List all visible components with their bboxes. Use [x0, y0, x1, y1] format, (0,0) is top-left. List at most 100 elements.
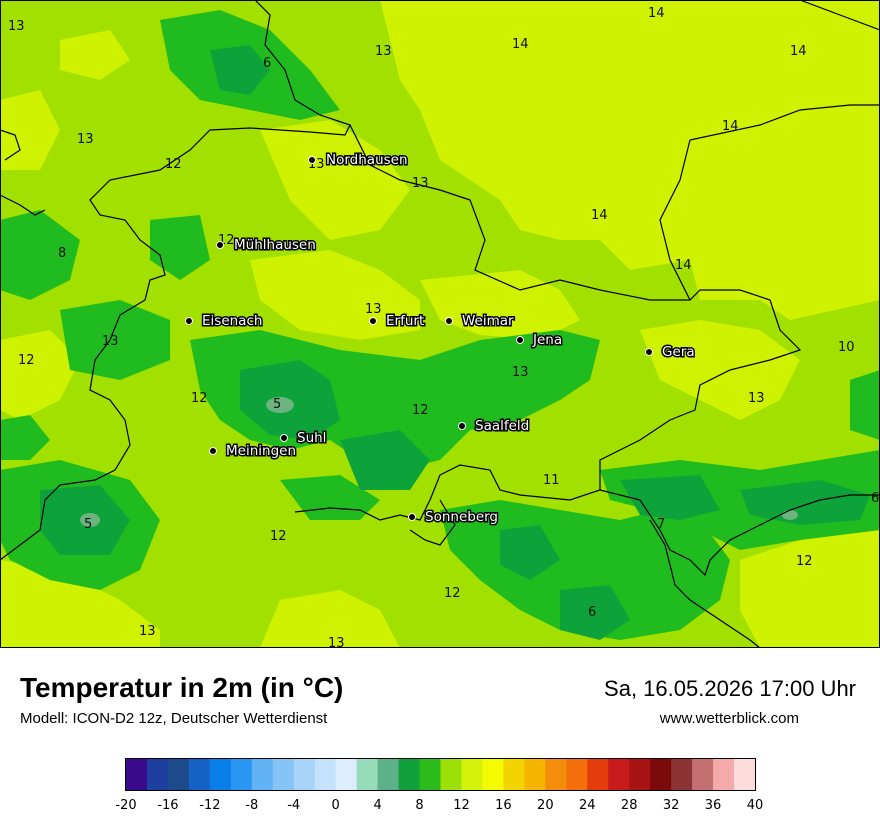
legend-color-bin — [377, 759, 399, 790]
svg-text:Eisenach: Eisenach — [202, 313, 262, 329]
legend-color-bin — [671, 759, 693, 790]
legend-tick-label: 12 — [453, 798, 470, 813]
legend-tick-label: -20 — [115, 798, 136, 813]
temp-label: 14 — [675, 258, 692, 273]
legend-tick-labels: -20 -16 -12 -8 -4 0 4 8 12 16 20 24 28 32 36 40 — [115, 798, 763, 813]
state-borders — [0, 0, 880, 648]
temp-label: 13 — [77, 132, 94, 147]
legend-tick-label: 20 — [537, 798, 554, 813]
temperature-labels: 13 6 13 14 14 14 13 12 13 14 14 12 8 14 … — [8, 6, 879, 648]
city-erfurt: Erfurt — [369, 312, 426, 331]
temp-label: 13 — [139, 624, 156, 639]
city-weimar: Weimar — [445, 312, 516, 331]
legend-color-bin — [251, 759, 274, 790]
temp-label: 13 — [365, 302, 382, 317]
temperature-map: 13 6 13 14 14 14 13 12 13 14 14 12 8 14 … — [0, 0, 880, 648]
legend-color-bin — [398, 759, 420, 790]
svg-text:Weimar: Weimar — [462, 313, 514, 329]
legend-color-bin — [167, 759, 190, 790]
legend-color-bin — [209, 759, 232, 790]
legend-color-bin — [126, 759, 148, 790]
legend-tick-label: 8 — [415, 798, 423, 813]
legend-tick-label: 32 — [663, 798, 680, 813]
temp-label: 12 — [165, 157, 182, 172]
legend-color-bin — [524, 759, 546, 790]
legend-tick-label: 4 — [373, 798, 381, 813]
legend-tick-label: 36 — [705, 798, 722, 813]
legend-frame — [125, 758, 756, 791]
legend-color-bin — [587, 759, 609, 790]
legend-color-bin — [650, 759, 672, 790]
zone-4-6 — [80, 397, 798, 527]
color-scale-legend: -20 -16 -12 -8 -4 0 4 8 12 16 20 24 28 32 36 40 — [115, 758, 763, 813]
temp-label: 13 — [748, 391, 765, 406]
temp-label: 6 — [588, 605, 596, 620]
city-sonneberg: Sonneberg — [408, 508, 500, 527]
legend-tick-label: 0 — [332, 798, 340, 813]
temp-label: 8 — [58, 246, 66, 261]
city-markers: Nordhausen Mühlhausen Eisenach Erfurt We… — [185, 151, 696, 527]
legend-tick-label: -8 — [245, 798, 258, 813]
city-eisenach: Eisenach — [185, 312, 264, 331]
city-jena: Jena — [516, 331, 564, 350]
legend-color-bin — [692, 759, 714, 790]
zone-6-8 — [40, 45, 870, 640]
legend-tick-label: -4 — [287, 798, 300, 813]
temp-label: 12 — [412, 403, 429, 418]
temp-label: 7 — [657, 517, 665, 532]
temp-label: 13 — [412, 176, 429, 191]
temp-label: 12 — [191, 391, 208, 406]
legend-color-bin — [503, 759, 525, 790]
footer: Temperatur in 2m (in °C) Modell: ICON-D2… — [0, 648, 880, 830]
legend-color-bars — [126, 759, 756, 790]
temp-label: 5 — [84, 517, 92, 532]
model-info: Modell: ICON-D2 12z, Deutscher Wetterdie… — [20, 710, 328, 727]
city-suhl: Suhl — [280, 429, 328, 448]
legend-color-bin — [230, 759, 253, 790]
temp-label: 5 — [273, 397, 281, 412]
temp-label: 14 — [512, 37, 529, 52]
temp-label: 14 — [722, 119, 739, 134]
svg-text:Meiningen: Meiningen — [226, 443, 296, 459]
svg-text:Sonneberg: Sonneberg — [425, 509, 498, 525]
temp-label: 6 — [263, 56, 271, 71]
temp-label: 13 — [512, 365, 529, 380]
legend-color-bin — [734, 759, 756, 790]
temp-label: 14 — [591, 208, 608, 223]
city-saalfeld: Saalfeld — [458, 417, 531, 436]
website-link[interactable]: www.wetterblick.com — [659, 710, 799, 727]
temp-label: 12 — [270, 529, 287, 544]
legend-color-bin — [146, 759, 169, 790]
legend-color-bin — [314, 759, 337, 790]
legend-tick-label: -12 — [199, 798, 220, 813]
svg-text:Erfurt: Erfurt — [386, 313, 424, 329]
forecast-datetime: Sa, 16.05.2026 17:00 Uhr — [604, 676, 856, 701]
temp-label: 12 — [444, 586, 461, 601]
city-gera: Gera — [645, 343, 696, 362]
legend-color-bin — [713, 759, 735, 790]
legend-tick-label: 28 — [621, 798, 638, 813]
svg-text:Mühlhausen: Mühlhausen — [234, 237, 316, 253]
zone-12-14 — [0, 0, 880, 648]
temp-label: 6 — [871, 491, 879, 506]
city-nordhausen: Nordhausen — [308, 151, 409, 170]
temp-label: 13 — [8, 19, 25, 34]
temp-label: 14 — [790, 44, 807, 59]
legend-tick-label: 40 — [747, 798, 764, 813]
legend-color-bin — [461, 759, 483, 790]
legend-color-bin — [608, 759, 630, 790]
city-muehlhausen: Mühlhausen — [216, 236, 317, 255]
legend-color-bin — [188, 759, 211, 790]
temp-label: 13 — [328, 636, 345, 648]
legend-color-bin — [335, 759, 358, 790]
legend-color-bin — [419, 759, 441, 790]
temp-label: 12 — [18, 353, 35, 368]
legend-tick-label: -16 — [157, 798, 178, 813]
legend-tick-label: 16 — [495, 798, 512, 813]
svg-text:Nordhausen: Nordhausen — [326, 152, 408, 168]
temp-label: 10 — [838, 340, 855, 355]
temp-label: 11 — [543, 473, 560, 488]
map-title: Temperatur in 2m (in °C) — [20, 672, 344, 703]
legend-color-bin — [566, 759, 588, 790]
legend-color-bin — [482, 759, 504, 790]
